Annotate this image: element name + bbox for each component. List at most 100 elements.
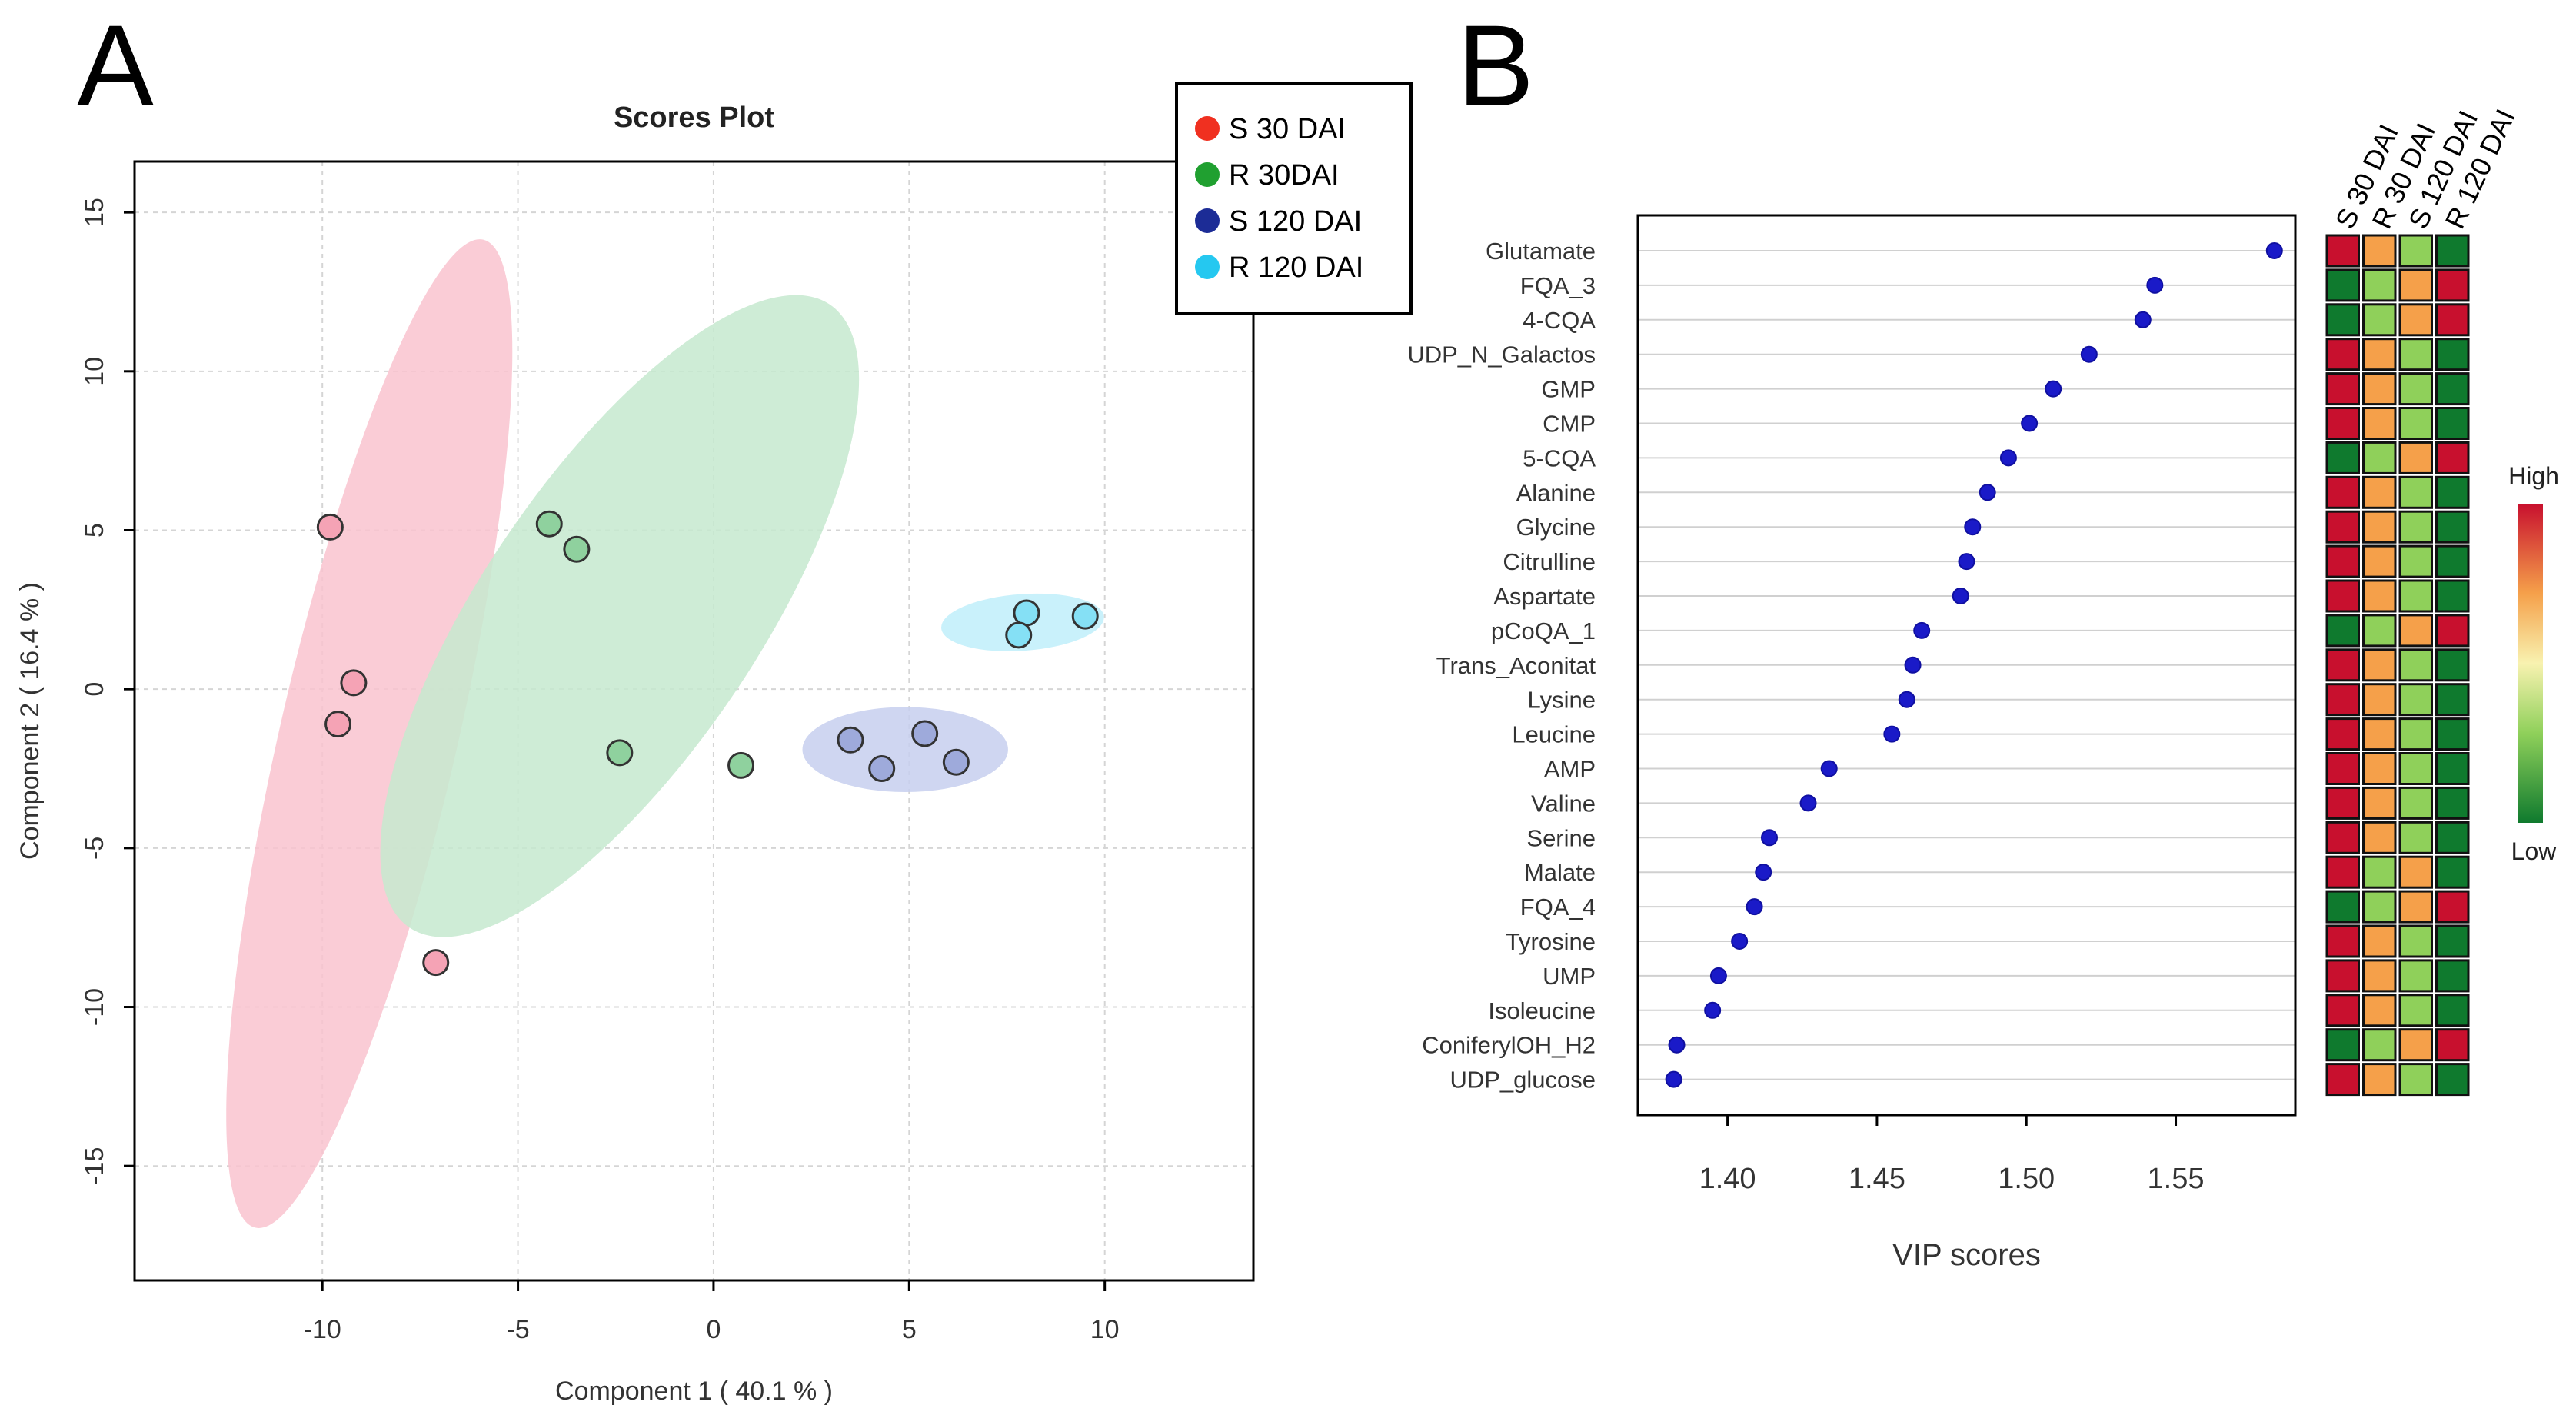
vip-dot xyxy=(1913,621,1931,639)
heatmap-cell xyxy=(2398,268,2433,302)
x-axis-label: Component 1 ( 40.1 % ) xyxy=(555,1377,833,1406)
metabolite-label: Lysine xyxy=(1528,687,1596,714)
metabolite-label: Leucine xyxy=(1512,721,1596,748)
score-point xyxy=(422,949,450,977)
vip-dot xyxy=(1904,656,1922,674)
heatmap-cell xyxy=(2435,821,2470,854)
heatmap-cell xyxy=(2398,717,2433,751)
vip-dot xyxy=(2021,415,2039,432)
vip-dot xyxy=(1704,1001,1722,1019)
score-point xyxy=(942,748,970,776)
heatmap-cell xyxy=(2325,303,2360,337)
heatmap-cell xyxy=(2398,407,2433,440)
vip-x-tick-label: 1.55 xyxy=(2148,1163,2205,1195)
vip-dot xyxy=(1709,967,1727,984)
heatmap-cell xyxy=(2362,268,2397,302)
metabolite-label: Valine xyxy=(1531,790,1596,817)
metabolite-label: 5-CQA xyxy=(1523,444,1596,471)
heatmap-cell xyxy=(2398,303,2433,337)
metabolite-label: pCoQA_1 xyxy=(1491,618,1596,644)
heatmap-cell xyxy=(2435,855,2470,889)
metabolite-label: 4-CQA xyxy=(1523,307,1596,334)
heatmap-cell xyxy=(2398,234,2433,268)
heatmap-cell xyxy=(2325,821,2360,854)
heatmap-cell xyxy=(2325,579,2360,613)
metabolite-label: ConiferylOH_H2 xyxy=(1422,1032,1596,1059)
heatmap-cell xyxy=(2362,510,2397,544)
y-axis-label: Component 2 ( 16.4 % ) xyxy=(15,582,45,860)
heatmap-cell xyxy=(2398,441,2433,474)
heatmap-cell xyxy=(2362,1028,2397,1062)
color-scale-bar xyxy=(2518,504,2543,823)
heatmap-cell xyxy=(2398,890,2433,924)
vip-x-tick-label: 1.45 xyxy=(1849,1163,1905,1195)
x-tick-label: 5 xyxy=(902,1315,917,1344)
vip-frame xyxy=(1636,214,2297,1117)
vip-x-tick-label: 1.50 xyxy=(1998,1163,2055,1195)
legend-swatch xyxy=(1195,162,1220,187)
y-tick-label: 15 xyxy=(80,198,109,227)
heatmap-cell xyxy=(2435,683,2470,717)
vip-dot xyxy=(1999,449,2017,467)
metabolite-label: FQA_4 xyxy=(1520,894,1596,921)
score-point xyxy=(868,755,896,783)
panel-label-a: A xyxy=(77,1,155,130)
legend-swatch xyxy=(1195,208,1220,233)
heatmap-cell xyxy=(2325,1063,2360,1097)
plot-title: Scores Plot xyxy=(614,102,774,134)
heatmap-cell xyxy=(2398,683,2433,717)
metabolite-label: Glutamate xyxy=(1486,238,1596,265)
vip-x-axis-label: VIP scores xyxy=(1892,1238,2041,1272)
heatmap-cell xyxy=(2435,890,2470,924)
heatmap-cell xyxy=(2325,683,2360,717)
heatmap-cell xyxy=(2362,786,2397,820)
heatmap-cell xyxy=(2435,717,2470,751)
vip-dot xyxy=(1820,760,1838,777)
heatmap-cell xyxy=(2325,614,2360,648)
heatmap-cell xyxy=(2435,234,2470,268)
vip-dot xyxy=(1883,725,1901,743)
heatmap-cell xyxy=(2325,717,2360,751)
vip-dot xyxy=(1958,553,1975,571)
heatmap-cell xyxy=(2362,821,2397,854)
x-tick-label: 10 xyxy=(1090,1315,1120,1344)
heatmap-cell xyxy=(2325,475,2360,509)
heatmap-cell xyxy=(2325,268,2360,302)
metabolite-label: GMP xyxy=(1541,376,1596,403)
heatmap-cell xyxy=(2325,372,2360,406)
color-scale-high-label: High xyxy=(2508,462,2559,490)
heatmap-cell xyxy=(2325,510,2360,544)
y-tick-label: 5 xyxy=(80,523,109,538)
confidence-ellipse-1 xyxy=(226,239,513,1228)
vip-dot xyxy=(1898,691,1915,708)
heatmap-cell xyxy=(2398,959,2433,993)
metabolite-label: CMP xyxy=(1543,411,1596,438)
heatmap-cell xyxy=(2362,959,2397,993)
heatmap-cell xyxy=(2362,924,2397,958)
confidence-ellipse-2 xyxy=(380,295,860,937)
score-point xyxy=(911,720,939,747)
panel-label-b: B xyxy=(1457,1,1535,130)
y-tick-label: -15 xyxy=(80,1147,109,1185)
heatmap-cell xyxy=(2362,648,2397,682)
vip-dot xyxy=(1799,794,1817,812)
metabolite-label: Glycine xyxy=(1516,514,1596,541)
heatmap-cell xyxy=(2362,752,2397,785)
y-tick-label: 10 xyxy=(80,357,109,386)
heatmap-cell xyxy=(2435,303,2470,337)
heatmap-cell xyxy=(2362,1063,2397,1097)
metabolite-label: Serine xyxy=(1526,824,1596,851)
heatmap-cell xyxy=(2435,1063,2470,1097)
heatmap-cell xyxy=(2435,268,2470,302)
heatmap-cell xyxy=(2398,648,2433,682)
heatmap-cell xyxy=(2435,959,2470,993)
vip-plot: Glutamate FQA_3 4-CQA UDP_N_Galactos GMP CMP 5… xyxy=(1407,214,2297,1272)
metabolite-label: UDP_glucose xyxy=(1449,1067,1596,1094)
heatmap-cell xyxy=(2398,821,2433,854)
color-scale-low-label: Low xyxy=(2511,837,2558,865)
vip-dot xyxy=(1952,588,1969,604)
heatmap-cell xyxy=(2362,717,2397,751)
heatmap-cell xyxy=(2325,959,2360,993)
heatmap-cell xyxy=(2398,614,2433,648)
heatmap-cell xyxy=(2362,544,2397,578)
